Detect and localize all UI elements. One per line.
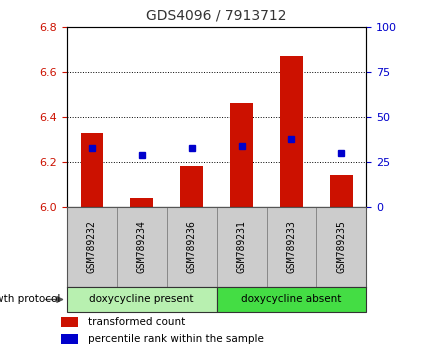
Text: transformed count: transformed count <box>88 317 185 327</box>
Bar <box>329 176 352 207</box>
Bar <box>61 317 78 327</box>
Text: GSM789233: GSM789233 <box>286 221 296 273</box>
Bar <box>280 56 302 207</box>
Bar <box>230 103 252 207</box>
Bar <box>67 207 117 287</box>
Bar <box>166 207 216 287</box>
Bar <box>266 207 316 287</box>
Text: GSM789235: GSM789235 <box>335 221 346 273</box>
Bar <box>180 166 203 207</box>
Bar <box>61 334 78 344</box>
Text: doxycycline absent: doxycycline absent <box>241 295 341 304</box>
Bar <box>80 133 103 207</box>
Text: GSM789231: GSM789231 <box>236 221 246 273</box>
Bar <box>130 198 153 207</box>
Text: GSM789236: GSM789236 <box>186 221 196 273</box>
Text: doxycycline present: doxycycline present <box>89 295 194 304</box>
Text: percentile rank within the sample: percentile rank within the sample <box>88 334 263 344</box>
Bar <box>216 207 266 287</box>
Bar <box>216 287 366 312</box>
Text: GSM789232: GSM789232 <box>86 221 97 273</box>
Bar <box>67 287 216 312</box>
Text: growth protocol: growth protocol <box>0 295 60 304</box>
Title: GDS4096 / 7913712: GDS4096 / 7913712 <box>146 8 286 23</box>
Bar <box>117 207 166 287</box>
Bar <box>316 207 366 287</box>
Text: GSM789234: GSM789234 <box>136 221 146 273</box>
